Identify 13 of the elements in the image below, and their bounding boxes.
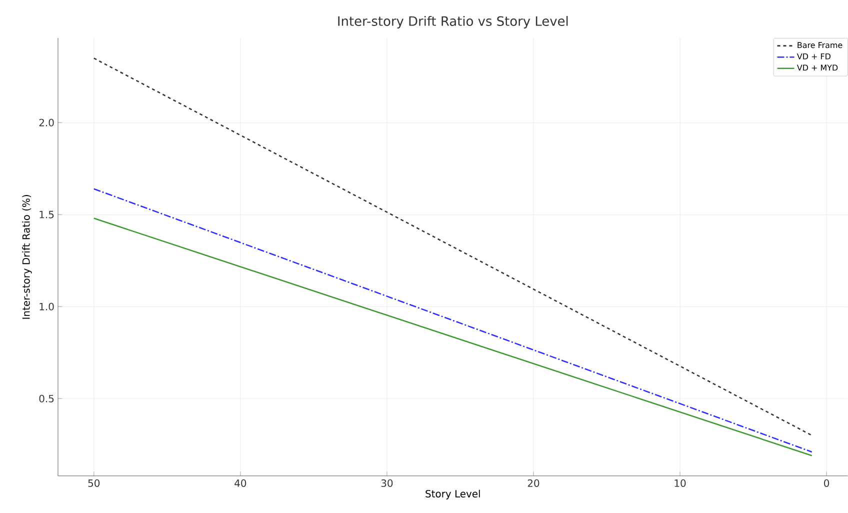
x-axis-title: Story Level [426,490,480,500]
y-tick-label: 0.5 [39,394,54,402]
x-tick-label: 40 [234,479,246,487]
x-tick-label: 0 [824,479,830,487]
chart-title: Inter-story Drift Ratio vs Story Level [338,16,568,29]
x-tick-label: 20 [528,479,540,487]
y-tick-label: 1.0 [40,302,54,310]
x-tick-label: 10 [674,479,686,487]
x-tick-label: 30 [381,479,393,487]
y-axis-title: Inter-story Drift Ratio (%) [22,195,32,319]
x-tick-label: 50 [88,479,100,487]
y-tick-label: 1.5 [40,210,54,218]
y-tick-label: 2.0 [39,118,54,126]
